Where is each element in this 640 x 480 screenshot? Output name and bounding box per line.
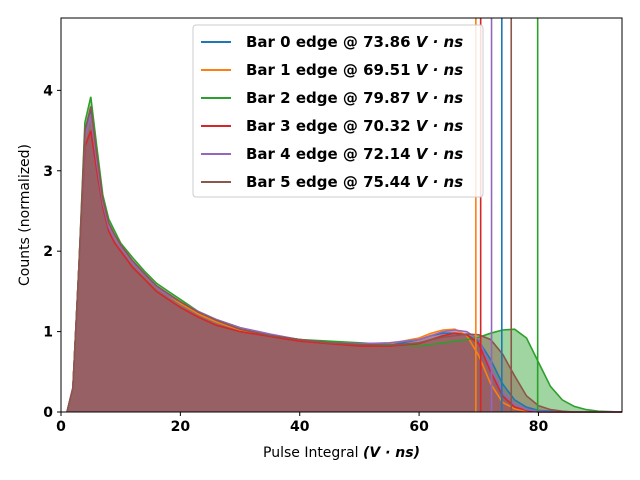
legend-entry-text: Bar 3 edge @ 70.32: [246, 117, 416, 135]
legend-box: [192, 24, 484, 198]
series-areas: [66, 96, 623, 413]
legend-entry-text: Bar 4 edge @ 72.14: [246, 145, 416, 163]
series-lines: [66, 96, 623, 413]
series-0-area: [66, 110, 623, 412]
x-tick-label: 0: [56, 419, 66, 435]
series-1-area: [66, 114, 623, 412]
x-axis-label-text: Pulse Integral: [263, 445, 363, 461]
legend-entry-unit: V · ns: [416, 61, 463, 79]
legend-entry-unit: V · ns: [416, 117, 463, 135]
x-tick-label: 40: [290, 419, 310, 435]
legend-entry-label: Bar 5 edge @ 75.44 V · ns: [246, 173, 463, 191]
series-5-line: [66, 106, 622, 413]
series-3-area: [66, 130, 623, 412]
legend-entry-unit: V · ns: [416, 173, 463, 191]
x-tick-label: 80: [529, 419, 549, 435]
legend-entry-unit: V · ns: [416, 145, 463, 163]
y-tick-label: 2: [43, 244, 53, 260]
y-tick-label: 0: [43, 405, 53, 421]
y-tick-label: 3: [43, 164, 53, 180]
x-axis-ticks: 0 20 40 60 80: [56, 412, 548, 435]
legend-entry-text: Bar 1 edge @ 69.51: [246, 61, 416, 79]
legend-entry-text: Bar 5 edge @ 75.44: [246, 173, 416, 191]
legend-entry-text: Bar 2 edge @ 79.87: [246, 89, 416, 107]
series-2-area: [66, 96, 623, 413]
x-tick-label: 20: [171, 419, 191, 435]
plot-frame: [60, 17, 623, 413]
legend-entry-unit: V · ns: [416, 89, 463, 107]
legend-entry-label: Bar 2 edge @ 79.87 V · ns: [246, 89, 463, 107]
legend-entry-text: Bar 0 edge @ 73.86: [246, 33, 416, 51]
x-axis-label: Pulse Integral (V · ns): [263, 445, 420, 461]
series-4-area: [66, 114, 623, 412]
legend-entry-label: Bar 3 edge @ 70.32 V · ns: [246, 117, 463, 135]
legend-entry-unit: V · ns: [416, 33, 463, 51]
y-axis-ticks: 0 1 2 3 4: [43, 83, 61, 421]
legend-entry-label: Bar 1 edge @ 69.51 V · ns: [246, 61, 463, 79]
legend-entry-label: Bar 4 edge @ 72.14 V · ns: [246, 145, 463, 163]
x-axis-label-unit: (V · ns): [363, 445, 420, 461]
y-tick-label: 1: [43, 325, 53, 341]
series-5-area: [66, 106, 623, 413]
y-axis-label: Counts (normalized): [17, 144, 33, 286]
y-tick-label: 4: [43, 83, 53, 99]
x-tick-label: 60: [409, 419, 429, 435]
legend-entry-label: Bar 0 edge @ 73.86 V · ns: [246, 33, 463, 51]
